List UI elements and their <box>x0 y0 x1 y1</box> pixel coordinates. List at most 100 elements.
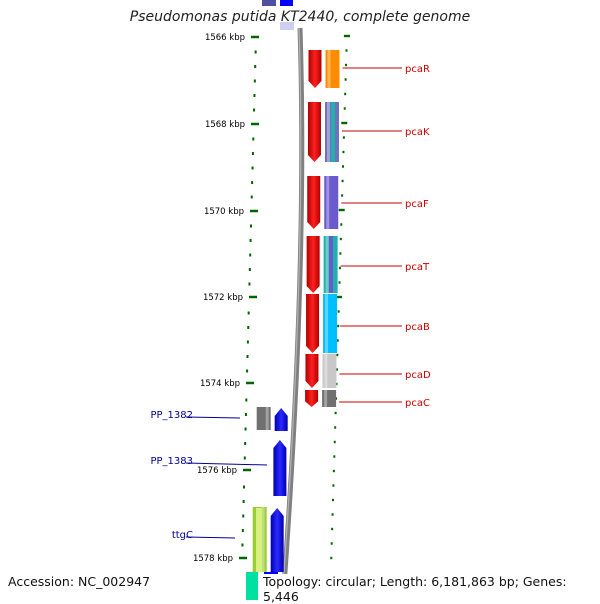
outer-ring-dot <box>330 542 333 545</box>
ruler-minor-dot <box>254 65 257 68</box>
ruler-minor-dot <box>250 195 253 199</box>
gene-arrow-PP_1382[interactable] <box>274 408 288 431</box>
outer-ring-dot <box>336 339 339 342</box>
outer-ring-dot <box>336 295 343 299</box>
gene-arrow-pcaR[interactable] <box>308 50 322 88</box>
outer-ring-dot <box>332 484 335 487</box>
ruler-tick-label: 1568 kbp <box>205 120 245 130</box>
outer-ring-dot <box>338 266 341 270</box>
gene-label-PP_1383[interactable]: PP_1383 <box>150 456 193 467</box>
gene-arrow-pcaT[interactable] <box>306 236 320 293</box>
outer-ring-dot <box>345 49 348 52</box>
ruler-minor-dot <box>243 456 246 460</box>
outer-ring-dot <box>343 34 350 38</box>
ruler-minor-dot <box>242 514 245 518</box>
cog-block-sheen <box>327 50 331 88</box>
gene-arrow-pcaC[interactable] <box>305 390 319 407</box>
gene-label-pcaF[interactable]: pcaF <box>405 199 429 210</box>
map-title: Pseudomonas putida KT2440, complete geno… <box>129 9 471 25</box>
outer-ring-dot <box>335 382 338 386</box>
outer-ring-dot <box>334 426 337 429</box>
gene-label-PP_1382[interactable]: PP_1382 <box>150 410 193 421</box>
cog-block-pcaR <box>325 50 340 88</box>
gene-arrow-ttgC[interactable] <box>270 508 284 572</box>
ruler-minor-dot <box>244 442 247 445</box>
outer-ring-dot <box>344 92 347 96</box>
ruler-minor-dot <box>253 108 256 112</box>
ruler-minor-dot <box>246 369 249 373</box>
gene-label-leader <box>185 536 236 539</box>
outer-ring-dot <box>340 223 343 226</box>
outer-ring-dot <box>337 310 340 313</box>
outer-dot-ring <box>330 34 350 560</box>
gene-label-leader <box>185 416 241 419</box>
genome-backbone <box>280 27 305 600</box>
partial-gene-top-right <box>280 0 293 6</box>
cog-stripe-pcaK <box>331 102 335 162</box>
outer-ring-dot <box>343 107 346 110</box>
ruler-minor-dot <box>253 94 256 97</box>
outer-ring-dot <box>344 78 347 81</box>
outer-ring-dot <box>342 150 345 154</box>
outer-ring-dot <box>341 194 344 197</box>
ruler-minor-dot <box>252 137 255 141</box>
cog-block-sheen <box>325 236 329 293</box>
outer-ring-dot <box>331 527 334 531</box>
ruler-tick-label: 1570 kbp <box>204 207 244 217</box>
cog-block-sheen <box>326 176 330 229</box>
ruler-minor-dot <box>241 543 244 547</box>
gene-arrow-pcaK[interactable] <box>307 102 321 162</box>
gene-label-pcaC[interactable]: pcaC <box>405 398 430 409</box>
cog-stripe-pcaT <box>329 236 333 293</box>
gene-label-pcaB[interactable]: pcaB <box>405 322 430 333</box>
outer-ring-dot <box>333 440 336 444</box>
ruler-minor-dot <box>248 268 251 271</box>
gene-arrow-pcaD[interactable] <box>305 354 319 388</box>
outer-ring-dot <box>332 469 335 473</box>
forward-strand-genes <box>305 50 340 407</box>
reverse-strand-genes <box>252 407 288 572</box>
outer-ring-dot <box>331 513 334 516</box>
ruler-minor-dot <box>246 355 249 358</box>
outer-ring-dot <box>337 324 340 328</box>
outer-ring-dot <box>333 455 336 458</box>
ruler-minor-dot <box>249 224 252 228</box>
ruler-tick-label: 1566 kbp <box>205 33 245 43</box>
outer-ring-dot <box>341 179 344 183</box>
ruler-minor-dot <box>251 166 254 170</box>
gene-label-ttgC[interactable]: ttgC <box>172 530 193 541</box>
ruler-minor-dot <box>245 398 248 402</box>
outer-ring-dot <box>339 252 342 255</box>
gene-arrow-PP_1383[interactable] <box>273 440 287 496</box>
outer-ring-dot <box>332 498 334 502</box>
gene-arrow-pcaB[interactable] <box>306 294 320 353</box>
ruler-minor-dot <box>244 427 247 431</box>
cog-block-ttgC-secondary <box>256 508 262 572</box>
ruler-minor-dot <box>241 529 244 532</box>
ruler-minor-dot <box>249 239 252 242</box>
gene-label-leader <box>185 462 268 466</box>
cog-block-pcaD <box>322 354 337 388</box>
outer-ring-dot <box>342 136 345 139</box>
gene-label-pcaD[interactable]: pcaD <box>405 370 431 381</box>
cog-block-pcaB <box>323 294 338 353</box>
ruler-minor-dot <box>244 413 247 416</box>
gene-label-pcaR[interactable]: pcaR <box>405 64 430 75</box>
cog-block-pcaC <box>322 390 337 407</box>
partial-gene-top-shade <box>280 22 294 30</box>
gene-arrow-pcaF[interactable] <box>307 176 321 229</box>
accession-text: Accession: NC_002947 <box>8 574 151 589</box>
cog-block-sheen <box>326 102 330 162</box>
ruler-minor-dot <box>254 50 257 54</box>
ruler-minor-dot <box>253 79 256 83</box>
reverse-gene-labels: PP_1382 PP_1383 ttgC <box>150 410 268 541</box>
ruler-minor-dot <box>248 282 251 286</box>
ruler-ticks: 1566 kbp 1568 kbp 1570 kbp 1572 kbp 1574 kbp… <box>193 33 259 564</box>
gene-label-pcaK[interactable]: pcaK <box>405 127 430 138</box>
cog-block-sheen <box>261 507 265 572</box>
cog-block-sheen <box>325 294 329 353</box>
gene-label-pcaT[interactable]: pcaT <box>405 262 430 273</box>
backbone-highlight <box>281 27 302 600</box>
topology-stats-text: Topology: circular; Length: 6,181,863 bp… <box>261 574 600 604</box>
